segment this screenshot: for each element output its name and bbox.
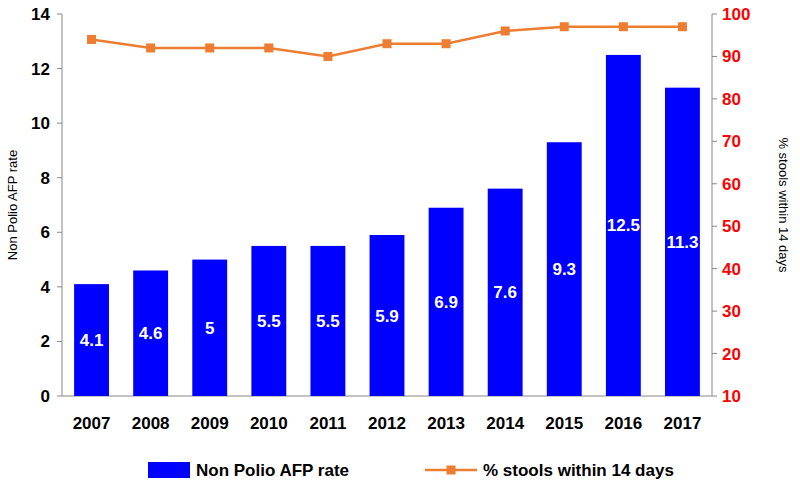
data-label: 4.1 (80, 331, 104, 350)
marker (678, 22, 687, 31)
y-tick-label: 4 (41, 278, 51, 297)
x-tick-label: 2015 (545, 414, 583, 433)
x-tick-label: 2007 (73, 414, 111, 433)
x-tick-label: 2010 (250, 414, 288, 433)
x-tick-label: 2012 (368, 414, 406, 433)
marker (264, 43, 273, 52)
legend-label: % stools within 14 days (483, 461, 674, 480)
marks (74, 22, 700, 396)
line (92, 27, 683, 57)
bar (192, 260, 227, 396)
y2-tick (712, 141, 717, 142)
data-labels: 4.1 4.6 5 5.5 5.5 5.9 6.9 7.6 9.3 12.5 11.3 (80, 216, 699, 350)
y2-tick-label: 20 (722, 345, 741, 364)
y2-tick-label: 40 (722, 260, 741, 279)
x-tick-label: 2009 (191, 414, 229, 433)
legend-swatch (148, 462, 190, 478)
y-tick (57, 396, 62, 397)
y2-axis-title: % stools within 14 days (776, 137, 791, 273)
y-tick-label: 10 (31, 114, 50, 133)
marker (323, 52, 332, 61)
bar (665, 88, 700, 396)
data-label: 7.6 (493, 283, 517, 302)
data-label: 6.9 (434, 293, 458, 312)
marker (501, 26, 510, 35)
y2-tick (712, 183, 717, 184)
bar (488, 189, 523, 396)
y2-tick (712, 14, 717, 15)
legend-marker (447, 466, 456, 475)
bar (133, 270, 168, 396)
y-tick (57, 232, 62, 233)
y-axis-line (62, 14, 63, 396)
x-tick-label: 2016 (604, 414, 642, 433)
bar (547, 142, 582, 396)
y2-tick-label: 10 (722, 387, 741, 406)
y-tick (57, 286, 62, 287)
bar (429, 208, 464, 396)
y2-tick (712, 353, 717, 354)
y2-tick-label: 30 (722, 302, 741, 321)
y-tick-label: 12 (31, 60, 50, 79)
y-tick-label: 14 (31, 5, 50, 24)
x-tick-label: 2011 (309, 414, 346, 433)
y-tick (57, 177, 62, 178)
y2-tick (712, 396, 717, 397)
y-tick-label: 2 (41, 332, 50, 351)
y2-tick-label: 80 (722, 90, 741, 109)
y2-tick (712, 98, 717, 99)
y2-tick (712, 311, 717, 312)
data-label: 12.5 (607, 216, 640, 235)
y-tick (57, 68, 62, 69)
marker (442, 39, 451, 48)
bar (74, 284, 109, 396)
y2-tick-label: 50 (722, 217, 741, 236)
y-tick (57, 14, 62, 15)
data-label: 5.5 (257, 312, 281, 331)
data-label: 5.5 (316, 312, 340, 331)
chart: 0 2 4 6 8 10 12 14 10 20 30 40 50 60 70 80 90 100 2007 2008… (0, 0, 800, 492)
y-tick-label: 8 (41, 169, 50, 188)
y2-tick (712, 56, 717, 57)
x-tick-label: 2017 (664, 414, 702, 433)
y2-axis-line (712, 14, 713, 396)
x-tick-label: 2013 (427, 414, 465, 433)
y-tick-label: 0 (41, 387, 50, 406)
data-label: 11.3 (666, 233, 698, 252)
marker (146, 43, 155, 52)
y-axis-title: Non Polio AFP rate (5, 150, 20, 260)
marker (205, 43, 214, 52)
data-label: 9.3 (552, 260, 576, 279)
legend: Non Polio AFP rate % stools within 14 day… (148, 461, 674, 480)
bar (251, 246, 286, 396)
y-tick-label: 6 (41, 223, 50, 242)
y-tick (57, 123, 62, 124)
x-tick-label: 2014 (486, 414, 524, 433)
y-tick (57, 341, 62, 342)
x-tick-label: 2008 (132, 414, 170, 433)
marker (87, 35, 96, 44)
y2-tick-label: 90 (722, 47, 741, 66)
bar (310, 246, 345, 396)
marker (619, 22, 628, 31)
data-label: 4.6 (139, 324, 163, 343)
y2-tick-label: 60 (722, 175, 741, 194)
y2-tick (712, 268, 717, 269)
legend-label: Non Polio AFP rate (196, 461, 349, 480)
y2-tick (712, 226, 717, 227)
data-label: 5 (205, 319, 214, 338)
y2-tick-label: 100 (722, 5, 750, 24)
bar (370, 235, 405, 396)
bar (606, 55, 641, 396)
y2-tick-label: 70 (722, 132, 741, 151)
marker (560, 22, 569, 31)
data-label: 5.9 (375, 307, 399, 326)
marker (383, 39, 392, 48)
